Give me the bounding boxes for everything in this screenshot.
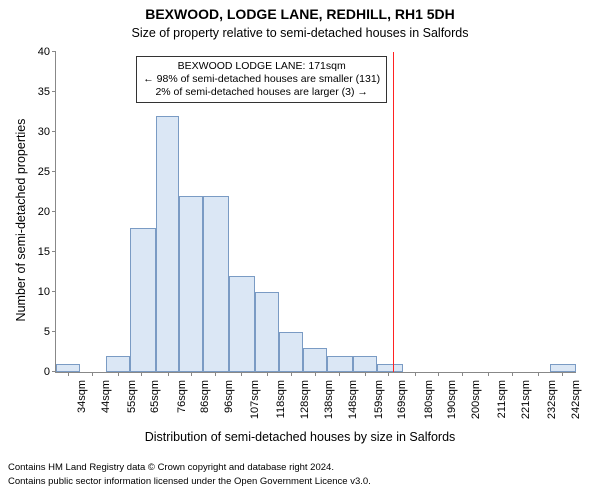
x-tick-mark bbox=[215, 372, 216, 376]
y-tick-label: 10 bbox=[38, 286, 56, 298]
x-tick-label: 128sqm bbox=[299, 376, 311, 434]
y-tick-label: 5 bbox=[44, 326, 56, 338]
x-tick-label: 232sqm bbox=[546, 376, 558, 434]
y-tick-label: 20 bbox=[38, 206, 56, 218]
x-tick-label: 118sqm bbox=[275, 376, 287, 434]
x-tick-mark bbox=[488, 372, 489, 376]
histogram-bar bbox=[179, 196, 203, 372]
y-tick-mark bbox=[52, 331, 56, 332]
histogram-bar bbox=[279, 332, 303, 372]
histogram-bar bbox=[156, 116, 180, 372]
chart-title: BEXWOOD, LODGE LANE, REDHILL, RH1 5DH bbox=[0, 6, 600, 22]
y-axis-label: Number of semi-detached properties bbox=[14, 70, 28, 370]
x-tick-mark bbox=[315, 372, 316, 376]
y-tick-mark bbox=[52, 131, 56, 132]
x-tick-mark bbox=[415, 372, 416, 376]
histogram-bar bbox=[106, 356, 130, 372]
histogram-bar bbox=[130, 228, 156, 372]
y-tick-label: 25 bbox=[38, 166, 56, 178]
reference-line bbox=[393, 52, 394, 372]
annotation-line: BEXWOOD LODGE LANE: 171sqm bbox=[143, 60, 380, 73]
x-tick-label: 34sqm bbox=[76, 376, 88, 434]
x-tick-label: 221sqm bbox=[520, 376, 532, 434]
x-tick-mark bbox=[92, 372, 93, 376]
attribution-line-1: Contains HM Land Registry data © Crown c… bbox=[8, 462, 334, 474]
x-tick-label: 44sqm bbox=[100, 376, 112, 434]
x-tick-mark bbox=[562, 372, 563, 376]
x-tick-mark bbox=[512, 372, 513, 376]
y-tick-label: 0 bbox=[44, 366, 56, 378]
x-tick-mark bbox=[462, 372, 463, 376]
histogram-bar bbox=[550, 364, 576, 372]
x-tick-label: 76sqm bbox=[176, 376, 188, 434]
x-tick-label: 107sqm bbox=[249, 376, 261, 434]
y-tick-label: 30 bbox=[38, 126, 56, 138]
x-tick-mark bbox=[241, 372, 242, 376]
x-tick-label: 159sqm bbox=[373, 376, 385, 434]
x-tick-mark bbox=[168, 372, 169, 376]
x-tick-label: 55sqm bbox=[126, 376, 138, 434]
histogram-bar bbox=[56, 364, 80, 372]
y-tick-mark bbox=[52, 251, 56, 252]
histogram-bar bbox=[327, 356, 353, 372]
x-tick-mark bbox=[191, 372, 192, 376]
y-tick-mark bbox=[52, 51, 56, 52]
x-tick-label: 138sqm bbox=[323, 376, 335, 434]
annotation-line: ← 98% of semi-detached houses are smalle… bbox=[143, 73, 380, 86]
x-tick-mark bbox=[68, 372, 69, 376]
histogram-bar bbox=[353, 356, 377, 372]
histogram-bar bbox=[303, 348, 327, 372]
y-tick-mark bbox=[52, 171, 56, 172]
x-tick-mark bbox=[438, 372, 439, 376]
x-tick-label: 65sqm bbox=[149, 376, 161, 434]
x-axis-label: Distribution of semi-detached houses by … bbox=[0, 430, 600, 444]
y-tick-label: 35 bbox=[38, 86, 56, 98]
x-tick-label: 180sqm bbox=[423, 376, 435, 434]
x-tick-mark bbox=[141, 372, 142, 376]
x-tick-mark bbox=[291, 372, 292, 376]
histogram-bar bbox=[255, 292, 279, 372]
y-tick-label: 15 bbox=[38, 246, 56, 258]
histogram-bar bbox=[229, 276, 255, 372]
x-tick-mark bbox=[267, 372, 268, 376]
y-tick-label: 40 bbox=[38, 46, 56, 58]
chart-subtitle: Size of property relative to semi-detach… bbox=[0, 26, 600, 40]
x-tick-label: 242sqm bbox=[570, 376, 582, 434]
annotation-line: 2% of semi-detached houses are larger (3… bbox=[143, 86, 380, 99]
attribution-line-2: Contains public sector information licen… bbox=[8, 476, 371, 488]
x-tick-mark bbox=[538, 372, 539, 376]
x-tick-label: 211sqm bbox=[496, 376, 508, 434]
x-tick-mark bbox=[339, 372, 340, 376]
histogram-bar bbox=[377, 364, 403, 372]
x-tick-label: 190sqm bbox=[446, 376, 458, 434]
x-tick-label: 169sqm bbox=[396, 376, 408, 434]
y-tick-mark bbox=[52, 91, 56, 92]
x-tick-label: 86sqm bbox=[199, 376, 211, 434]
histogram-plot: 051015202530354034sqm44sqm55sqm65sqm76sq… bbox=[55, 52, 576, 373]
x-tick-mark bbox=[365, 372, 366, 376]
x-tick-label: 96sqm bbox=[223, 376, 235, 434]
y-tick-mark bbox=[52, 211, 56, 212]
annotation-box: BEXWOOD LODGE LANE: 171sqm← 98% of semi-… bbox=[136, 56, 387, 103]
y-tick-mark bbox=[52, 291, 56, 292]
histogram-bar bbox=[203, 196, 229, 372]
x-tick-mark bbox=[118, 372, 119, 376]
x-tick-mark bbox=[388, 372, 389, 376]
x-tick-label: 148sqm bbox=[347, 376, 359, 434]
x-tick-label: 200sqm bbox=[470, 376, 482, 434]
